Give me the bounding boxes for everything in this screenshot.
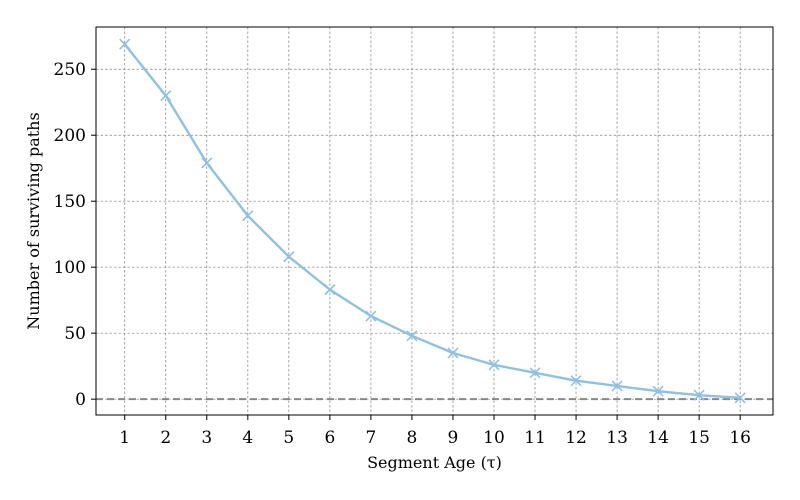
x-axis-title: Segment Age (τ) [367,453,502,472]
data-point-marker [283,251,295,263]
data-point-marker [652,385,664,397]
x-tick-label: 9 [448,428,459,448]
x-tick-label: 12 [565,428,587,448]
grid-lines [96,27,773,415]
data-point-marker [324,284,336,296]
y-tick-label: 50 [64,324,86,344]
data-point-marker [488,359,500,371]
y-axis-title: Number of surviving paths [24,112,43,329]
y-tick-label: 250 [54,60,86,80]
x-tick-label: 11 [524,428,546,448]
x-tick-label: 1 [119,428,130,448]
series-line [123,43,741,400]
y-tick-label: 0 [75,390,86,410]
x-tick-label: 14 [647,428,669,448]
data-point-marker [365,310,377,322]
x-tick-label: 2 [160,428,171,448]
data-point-marker [201,157,213,169]
data-point-marker [570,375,582,387]
x-tick-label: 5 [283,428,294,448]
x-tick-label: 10 [483,428,505,448]
x-tick-label: 3 [201,428,212,448]
y-tick-label: 200 [54,126,86,146]
x-tick-label: 13 [606,428,628,448]
x-tick-label: 8 [407,428,418,448]
x-tick-label: 7 [365,428,376,448]
data-point-marker [447,347,459,359]
data-point-marker [529,367,541,379]
y-tick-label: 150 [54,192,86,212]
data-point-marker [734,392,746,404]
x-tick-label: 16 [729,428,751,448]
data-point-marker [693,389,705,401]
x-tick-label: 6 [324,428,335,448]
x-axis-ticks: 1 2 3 4 5 6 7 8 9 10 11 12 13 14 15 16 [119,415,751,448]
series-layer [119,38,746,404]
data-point-marker [160,90,172,102]
plot-frame [95,26,774,416]
y-axis-ticks: 0 50 100 150 200 250 [54,60,96,410]
x-tick-label: 15 [688,428,710,448]
data-point-marker [242,210,254,222]
data-point-marker [611,380,623,392]
y-tick-label: 100 [54,258,86,278]
data-point-marker [406,330,418,342]
data-point-marker [119,38,131,50]
x-tick-label: 4 [242,428,253,448]
